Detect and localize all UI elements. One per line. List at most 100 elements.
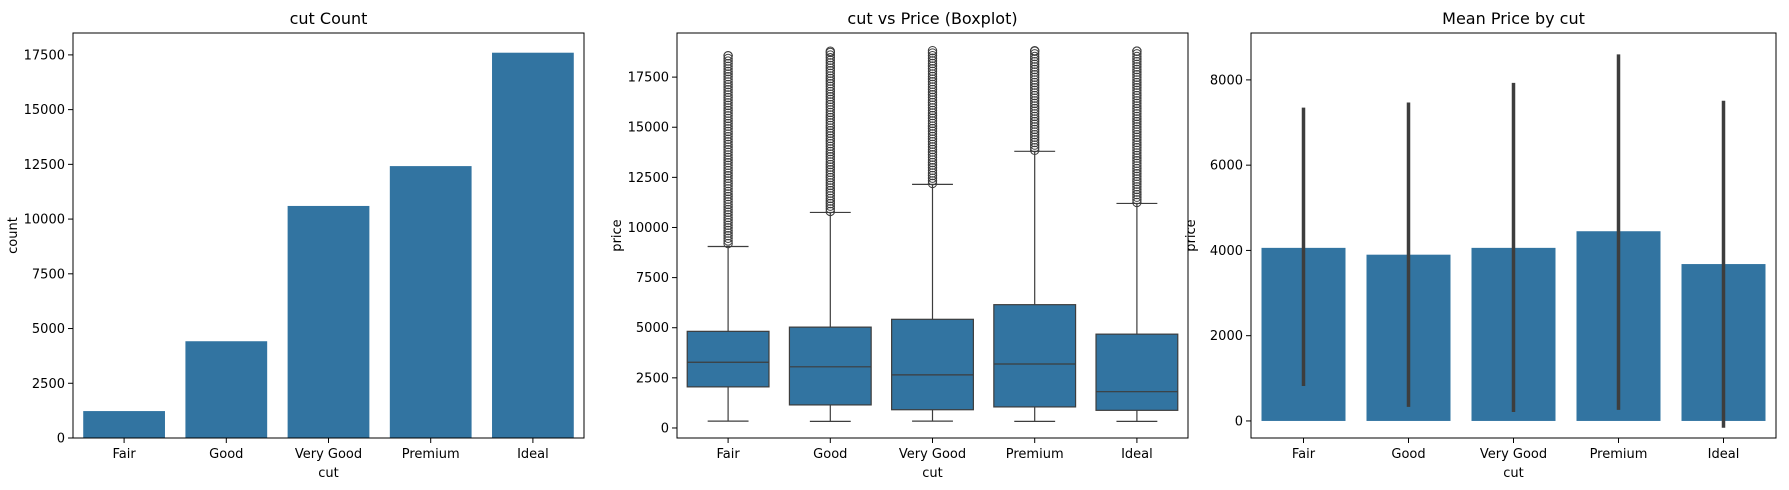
outlier-point xyxy=(825,157,835,167)
y-axis-label: price xyxy=(610,219,625,251)
outlier-point xyxy=(1132,111,1142,122)
outlier-point xyxy=(1132,83,1142,93)
outlier-point xyxy=(825,120,835,131)
outlier-point xyxy=(927,58,938,69)
outlier-point xyxy=(1132,171,1142,182)
y-tick-label: 7500 xyxy=(636,271,669,286)
x-axis-label: cut xyxy=(318,466,338,481)
outlier-point xyxy=(1132,195,1142,205)
y-axis-label: count xyxy=(6,217,21,254)
outlier-point xyxy=(723,95,733,105)
outlier-point xyxy=(723,223,733,233)
outlier-point xyxy=(1132,75,1142,85)
outlier-point xyxy=(1132,158,1142,169)
outlier-point xyxy=(1132,90,1142,101)
outlier-point xyxy=(723,150,733,160)
outlier-point xyxy=(1132,88,1142,98)
outlier-point xyxy=(825,71,835,81)
outlier-point xyxy=(723,121,733,131)
outlier-point xyxy=(723,160,733,171)
outlier-point xyxy=(825,172,835,183)
outlier-point xyxy=(825,58,835,68)
outlier-point xyxy=(1132,174,1142,184)
outlier-point xyxy=(825,193,835,204)
outlier-point xyxy=(927,178,938,189)
outlier-point xyxy=(1030,51,1040,62)
outlier-point xyxy=(927,139,938,149)
y-tick-label: 2500 xyxy=(636,371,669,386)
outlier-point xyxy=(723,82,733,92)
outlier-point xyxy=(825,110,835,120)
outlier-point xyxy=(927,157,938,168)
outlier-point xyxy=(825,159,835,170)
y-tick-label: 2500 xyxy=(32,377,65,392)
outlier-point xyxy=(825,128,835,138)
outlier-point xyxy=(825,81,835,92)
outlier-point xyxy=(723,111,733,121)
outlier-point xyxy=(1030,135,1040,145)
x-tick-label: Very Good xyxy=(295,447,362,462)
outlier-point xyxy=(723,233,733,244)
outlier-point xyxy=(723,225,733,236)
outlier-point xyxy=(723,69,733,79)
outlier-point xyxy=(1132,163,1142,174)
outlier-point xyxy=(825,196,835,206)
outlier-point xyxy=(1132,85,1142,96)
outlier-point xyxy=(723,124,733,134)
outlier-point xyxy=(1030,96,1040,106)
outlier-point xyxy=(927,123,938,134)
outlier-point xyxy=(825,204,835,214)
outlier-point xyxy=(1030,145,1040,155)
outlier-point xyxy=(723,61,733,71)
outlier-point xyxy=(1132,122,1142,132)
outlier-point xyxy=(927,160,938,170)
outlier-point xyxy=(825,152,835,162)
bar-very-good xyxy=(287,205,370,438)
outlier-point xyxy=(825,65,835,76)
chart-panel-2: cut vs Price (Boxplot) 0 2500 5000 7500 10000… xyxy=(610,9,1189,481)
outlier-point xyxy=(1030,62,1040,72)
outlier-point xyxy=(825,170,835,180)
y-tick-label: 6000 xyxy=(1210,159,1243,174)
outlier-point xyxy=(723,202,733,212)
outlier-point xyxy=(1132,127,1142,137)
outlier-point xyxy=(927,131,938,142)
outlier-point xyxy=(1132,156,1142,166)
outlier-point xyxy=(927,176,938,186)
outlier-point xyxy=(825,123,835,133)
outlier-point xyxy=(927,134,938,144)
outlier-point xyxy=(1030,140,1040,150)
outlier-point xyxy=(1132,148,1142,158)
outlier-point xyxy=(1132,179,1142,189)
outlier-point xyxy=(927,66,938,76)
outlier-point xyxy=(723,64,733,74)
x-tick-label: Ideal xyxy=(1121,447,1153,462)
outlier-point xyxy=(927,61,938,71)
outlier-point xyxy=(825,99,835,110)
y-tick-label: 10000 xyxy=(628,221,669,236)
outlier-point xyxy=(1132,135,1142,145)
outlier-point xyxy=(1030,137,1040,148)
outlier-point xyxy=(723,56,733,66)
outlier-point xyxy=(1030,64,1040,75)
outlier-point xyxy=(927,144,938,155)
outlier-point xyxy=(1132,150,1142,161)
outlier-point xyxy=(723,108,733,118)
outlier-point xyxy=(825,201,835,211)
outlier-point xyxy=(1132,51,1142,62)
outlier-point xyxy=(825,60,835,71)
outlier-point xyxy=(927,95,938,105)
x-tick-label: Fair xyxy=(716,447,740,462)
outlier-point xyxy=(723,210,733,220)
outlier-point xyxy=(1030,80,1040,90)
outlier-point xyxy=(825,141,835,151)
outlier-point xyxy=(723,134,733,144)
outlier-point xyxy=(927,87,938,97)
outlier-point xyxy=(1132,182,1142,192)
outlier-point xyxy=(927,150,938,160)
x-tick-label: Ideal xyxy=(1708,447,1740,462)
box-iqr xyxy=(788,326,872,406)
outlier-point xyxy=(723,207,733,217)
chart-panel-3: Mean Price by cut 0 2000 4000 6000 8000 Fair Go… xyxy=(1184,9,1777,481)
outlier-point xyxy=(825,84,835,94)
